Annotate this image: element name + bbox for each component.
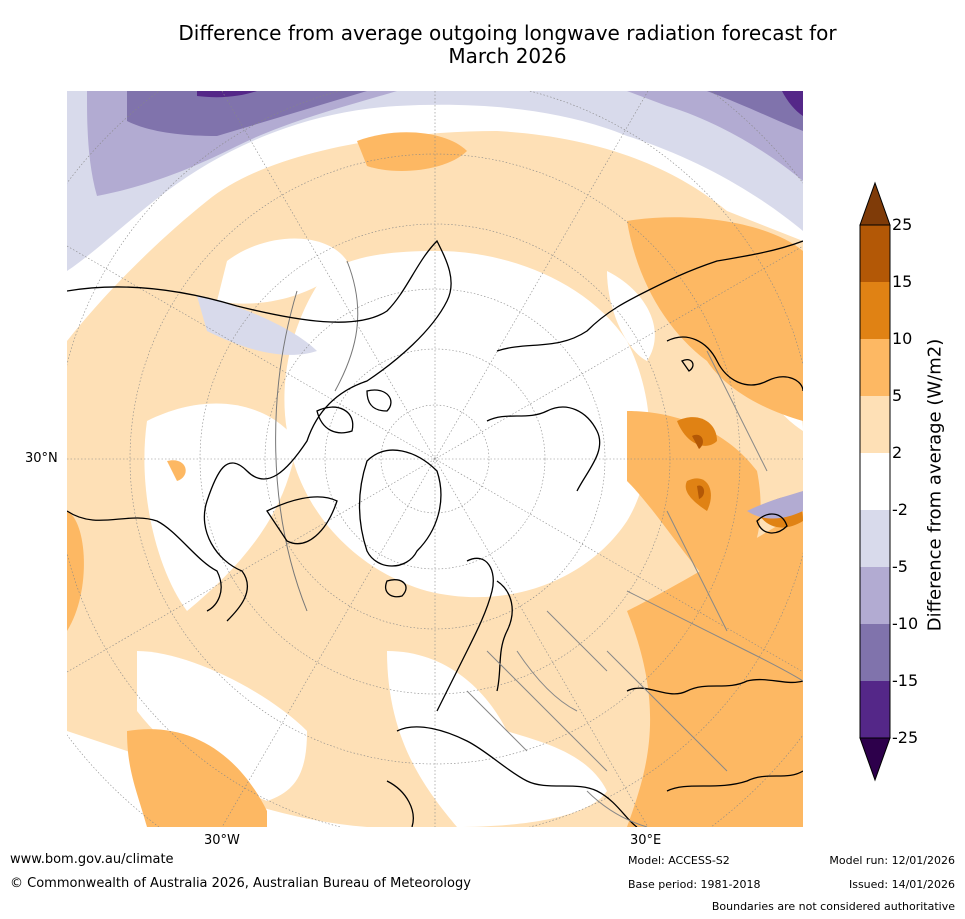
colorbar-extend-high <box>859 181 891 226</box>
footer-model-run: Model run: 12/01/2026 <box>829 854 955 867</box>
colorbar-tick: -2 <box>892 500 908 519</box>
chart-title-line1: Difference from average outgoing longwav… <box>178 21 837 45</box>
footer-base-period: Base period: 1981-2018 <box>628 878 761 891</box>
graticule <box>67 91 803 827</box>
anomaly-15-25-areas <box>692 434 705 499</box>
colorbar-tick: 25 <box>892 215 913 234</box>
colorbar-tick: 15 <box>892 272 913 291</box>
colorbar-bin-m25-m15 <box>860 681 890 738</box>
colorbar-bin-m2-2 <box>860 453 890 510</box>
colorbar-tick: 5 <box>892 386 903 405</box>
colorbar-tick: -15 <box>892 671 919 690</box>
meridians <box>275 260 359 612</box>
colorbar <box>859 181 891 782</box>
chart-title-line2: March 2026 <box>448 44 567 68</box>
colorbar-outline <box>859 224 891 739</box>
colorbar-bin-15-25 <box>860 225 890 282</box>
colorbar-bin-m15-m10 <box>860 624 890 681</box>
colorbar-tick: -25 <box>892 728 919 747</box>
footer-copyright: © Commonwealth of Australia 2026, Austra… <box>10 876 471 891</box>
country-borders <box>466 350 803 827</box>
anomaly-5-10-areas <box>67 132 803 827</box>
anomaly-negative-areas <box>67 91 803 519</box>
lat-label-30n: 30°N <box>25 451 58 466</box>
chart-title: Difference from average outgoing longwav… <box>70 22 945 68</box>
colorbar-bin-10-15 <box>860 282 890 339</box>
colorbar-extend-low <box>859 737 891 782</box>
footer-model: Model: ACCESS-S2 <box>628 854 730 867</box>
colorbar-bin-2-5 <box>860 396 890 453</box>
colorbar-bin-m10-m5 <box>860 567 890 624</box>
colorbar-tick: 2 <box>892 443 903 462</box>
colorbar-tick: -10 <box>892 614 919 633</box>
lon-label-30e: 30°E <box>630 833 662 848</box>
lon-label-30w: 30°W <box>204 833 240 848</box>
map-svg <box>67 91 803 827</box>
colorbar-bin-m5-m2 <box>860 510 890 567</box>
colorbar-bin-5-10 <box>860 339 890 396</box>
colorbar-tick: -5 <box>892 557 908 576</box>
footer-issued: Issued: 14/01/2026 <box>848 878 955 891</box>
coastlines <box>67 239 803 827</box>
colorbar-title: Difference from average (W/m2) <box>924 338 946 632</box>
footer-disclaimer: Boundaries are not considered authoritat… <box>711 900 955 913</box>
footer-website: www.bom.gov.au/climate <box>10 852 174 867</box>
colorbar-tick: 10 <box>892 329 913 348</box>
polar-map <box>67 91 803 827</box>
